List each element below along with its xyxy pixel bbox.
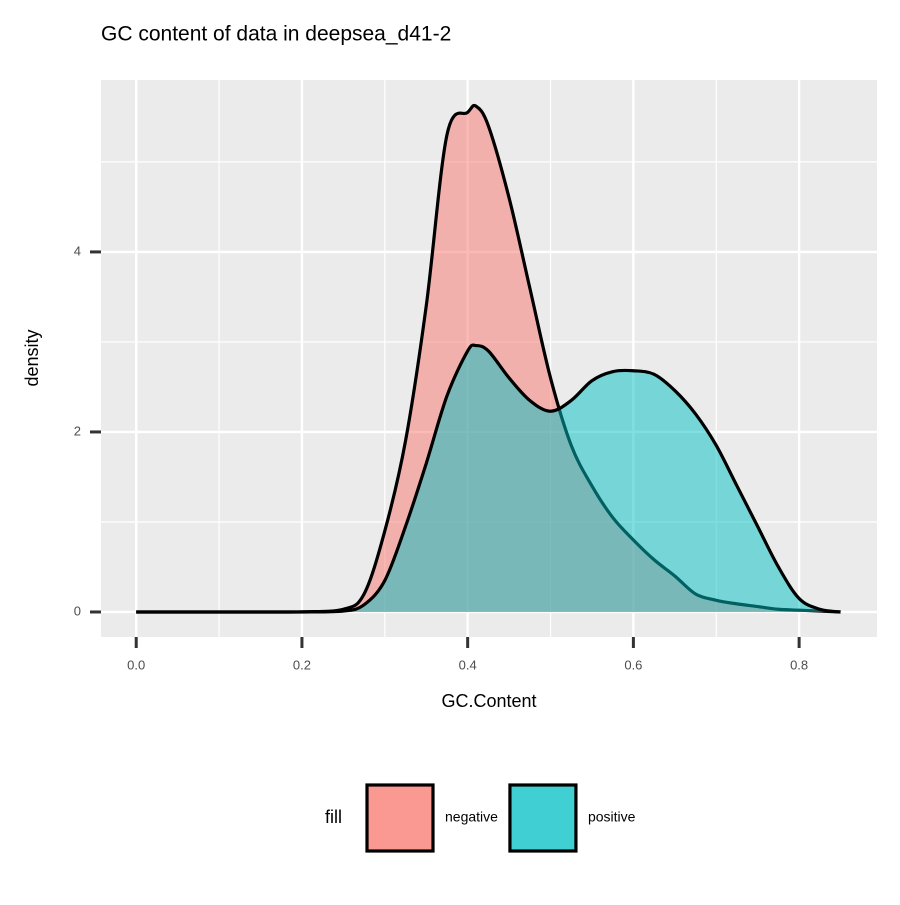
x-tick-label: 0.4 <box>459 657 477 672</box>
legend-key <box>508 783 578 853</box>
y-axis-label: density <box>22 329 42 386</box>
x-axis-label: GC.Content <box>441 691 536 711</box>
x-tick-label: 0.6 <box>624 657 642 672</box>
x-tick-label: 0.8 <box>790 657 808 672</box>
x-tick-label: 0.0 <box>127 657 145 672</box>
legend-key <box>365 783 435 853</box>
y-tick-label: 0 <box>74 603 81 618</box>
chart-title: GC content of data in deepsea_d41-2 <box>101 23 451 46</box>
y-tick-label: 2 <box>74 423 81 438</box>
density-area <box>136 345 841 613</box>
legend-title: fill <box>325 807 342 827</box>
legend-label: positive <box>588 809 636 825</box>
density-line <box>136 343 841 614</box>
x-tick-label: 0.2 <box>293 657 311 672</box>
legend-label: negative <box>445 809 498 825</box>
y-tick-label: 4 <box>74 243 81 258</box>
